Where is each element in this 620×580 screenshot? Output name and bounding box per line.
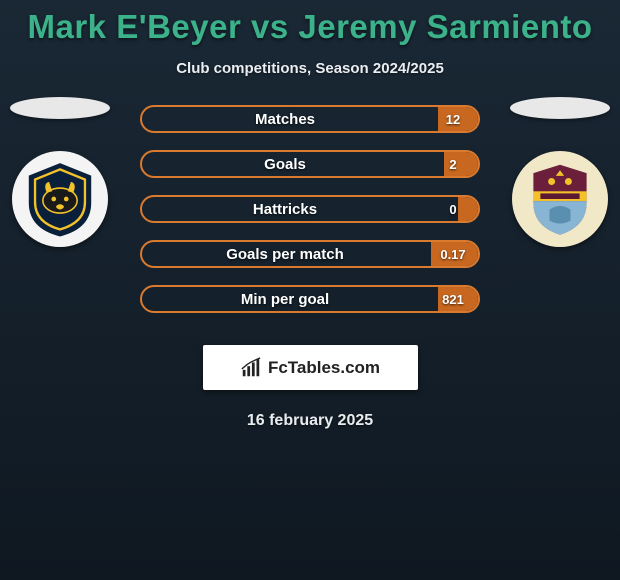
player1-name: Mark E'Beyer bbox=[28, 8, 242, 45]
player1-flag bbox=[10, 97, 110, 119]
stat-bar: Matches12 bbox=[140, 105, 480, 133]
stat-value-right: 821 bbox=[428, 292, 478, 307]
player2-flag bbox=[510, 97, 610, 119]
brand-text: FcTables.com bbox=[268, 358, 380, 378]
stat-label: Min per goal bbox=[142, 291, 428, 308]
page-title: Mark E'Beyer vs Jeremy Sarmiento bbox=[0, 0, 620, 46]
vs-text: vs bbox=[251, 8, 289, 45]
stat-label: Goals per match bbox=[142, 246, 428, 263]
player1-block bbox=[0, 97, 120, 247]
stat-value-right: 0.17 bbox=[428, 247, 478, 262]
stat-value-right: 12 bbox=[428, 112, 478, 127]
stat-label: Hattricks bbox=[142, 201, 428, 218]
player1-crest bbox=[12, 151, 108, 247]
stat-value-right: 2 bbox=[428, 157, 478, 172]
stat-label: Matches bbox=[142, 111, 428, 128]
player2-crest bbox=[512, 151, 608, 247]
stat-bar: Goals2 bbox=[140, 150, 480, 178]
stat-label: Goals bbox=[142, 156, 428, 173]
player2-block bbox=[500, 97, 620, 247]
stat-bar: Goals per match0.17 bbox=[140, 240, 480, 268]
stat-bars: Matches12 Goals2 Hattricks0 Goals per match… bbox=[140, 105, 480, 313]
brand-box: FcTables.com bbox=[203, 345, 418, 390]
stat-bar: Hattricks0 bbox=[140, 195, 480, 223]
oxford-crest-icon bbox=[21, 160, 99, 238]
date: 16 february 2025 bbox=[0, 412, 620, 430]
stat-value-right: 0 bbox=[428, 202, 478, 217]
comparison-stage: Matches12 Goals2 Hattricks0 Goals per match… bbox=[0, 105, 620, 335]
subtitle: Club competitions, Season 2024/2025 bbox=[0, 60, 620, 77]
stat-bar: Min per goal821 bbox=[140, 285, 480, 313]
chart-icon bbox=[240, 357, 262, 379]
burnley-crest-icon bbox=[525, 160, 595, 238]
player2-name: Jeremy Sarmiento bbox=[298, 8, 592, 45]
